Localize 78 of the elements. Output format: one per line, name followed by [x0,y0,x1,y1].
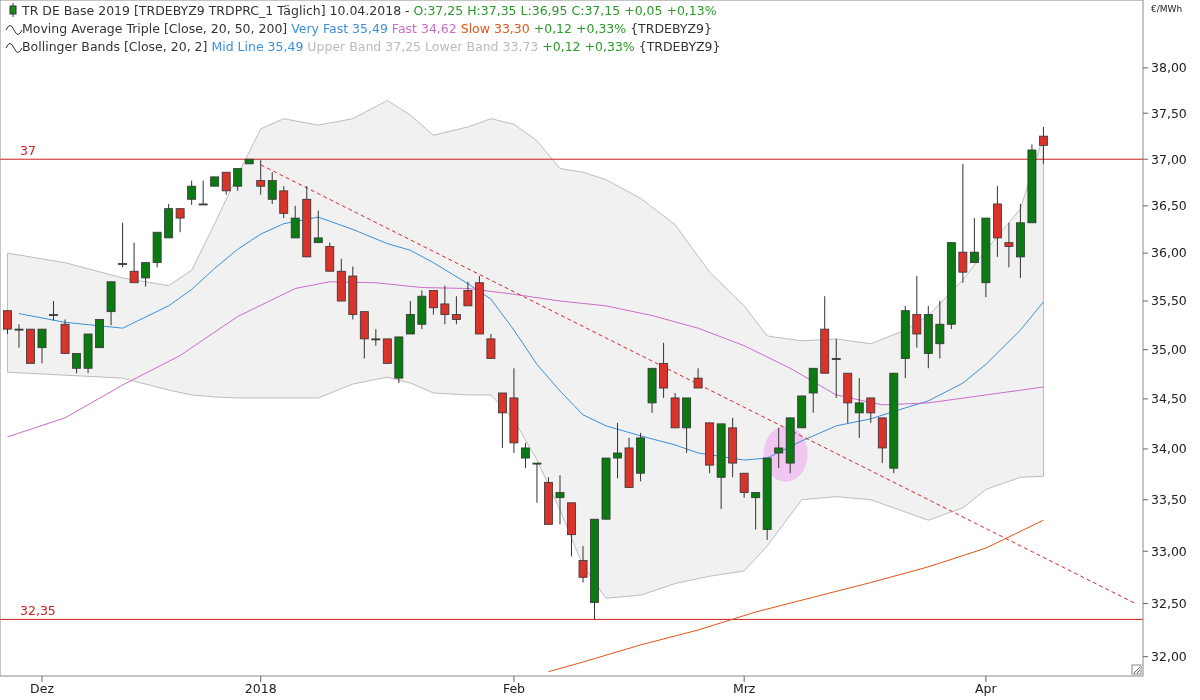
candlestick [267,171,277,205]
candlestick [578,545,588,584]
candlestick [463,281,473,307]
candlestick [935,300,945,359]
y-tick-label: 33,00 [1151,543,1187,559]
candlestick [279,185,289,219]
y-tick-label: 34,00 [1151,441,1187,457]
annotation: Mid Line 35,49 [207,39,304,54]
candlestick [912,275,922,349]
candlestick [555,474,565,525]
y-axis-title: €/MWh [1151,4,1183,14]
x-tick-label: Apr [975,681,998,696]
candlestick [187,180,197,206]
candlestick [313,210,323,244]
line-series [6,281,1044,438]
y-tick-label: 38,00 [1151,60,1187,76]
x-tick-label: Feb [502,681,526,696]
text: Very Fast 35,49 [287,21,388,36]
candlestick [498,392,507,449]
candlestick [1039,126,1048,165]
y-tick-label: 33,50 [1151,492,1187,508]
candlestick [72,353,81,374]
candlestick [175,208,185,233]
candlestick [233,168,243,192]
candlestick [751,492,761,530]
text: Fast 34,62 [387,21,457,36]
candlestick [854,377,864,439]
candlestick [521,442,530,469]
y-tick-label: 34,50 [1151,391,1187,407]
annotation: +0,12 +0,33% {TRDEBYZ9} [529,21,712,36]
annotation: +0,12 +0,33% {TRDEBYZ9} [538,39,721,54]
chart-title: TR DE Base 2019 [TRDEBYZ9 TRDPRC_1 Täglich] 10.04.2018 - [22,3,410,18]
candlestick [532,462,542,504]
y-tick-label: 36,00 [1151,245,1187,261]
line-series [547,519,1044,673]
candlestick [739,472,749,499]
candlestick [693,367,703,389]
ref-line-label: 32,35 [20,603,56,619]
text: Slow 33,30 [456,21,530,36]
candlestick [451,295,461,325]
line-series [18,216,1044,461]
annotation: Lower Band 33,73 [421,39,539,54]
candlestick [14,323,24,349]
x-tick-label: Mrz [732,681,756,696]
candlestick [129,242,139,284]
y-tick-label: 32,50 [1151,595,1187,611]
candlestick [49,300,58,321]
candlestick [428,289,438,316]
candlestick [37,328,47,364]
candlestick [198,180,208,206]
candlestick [405,300,415,335]
candlestick [866,397,876,424]
candlestick [440,285,450,325]
y-tick-label: 37,00 [1151,151,1187,167]
candlestick [486,333,496,359]
candlestick [774,427,784,469]
annotation: Upper Band 37,25 [303,39,422,54]
candlestick [613,422,622,479]
x-tick-label: Dez [30,681,55,696]
candlestick [118,222,128,268]
candlestick [831,338,841,399]
candlestick [3,310,12,335]
candlestick [221,171,231,196]
candlestick [1004,222,1014,268]
x-tick-label: 2018 [244,681,277,696]
candlestick [958,163,968,284]
candlestick [141,262,151,288]
candlestick [290,205,300,239]
y-tick-label: 35,00 [1151,342,1187,357]
candlestick [969,217,979,264]
chart-subtitle: O:37,25 H:37,35 L:36,95 C:37,15 +0,05 +0,13% [409,3,717,18]
y-tick-label: 37,50 [1151,105,1187,121]
annotation: Moving Average Triple [Close, 20, 50, 200] [22,21,288,36]
ref-line-label: 37 [20,143,36,159]
y-tick-label: 36,50 [1151,198,1187,214]
annotation: Bollinger Bands [Close, 20, 2] [22,39,208,54]
y-tick-label: 32,00 [1151,649,1187,665]
y-tick-label: 35,50 [1151,293,1187,309]
